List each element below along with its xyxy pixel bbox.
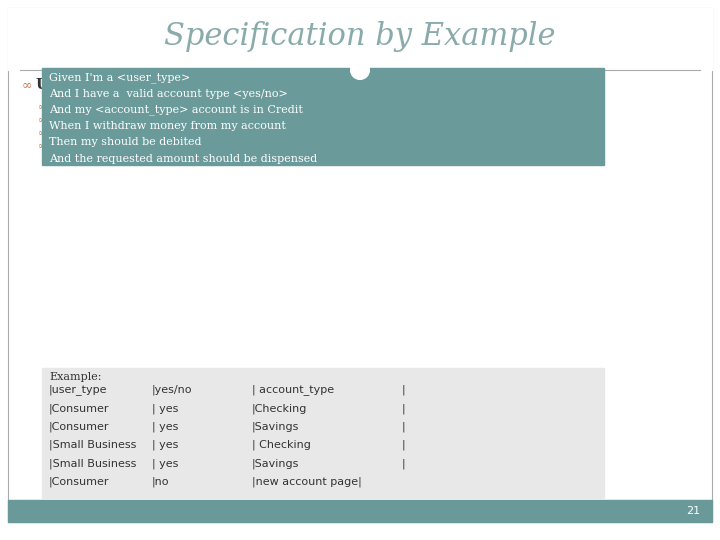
Text: | yes: | yes	[152, 421, 179, 432]
Text: | yes: | yes	[152, 458, 179, 469]
Text: ∞: ∞	[38, 104, 46, 112]
Text: Specification by Example: Specification by Example	[164, 22, 556, 52]
Text: 21: 21	[686, 506, 700, 516]
Text: |Savings: |Savings	[252, 421, 300, 432]
Bar	[42, 68, 604, 165]
Text: |: |	[402, 384, 405, 395]
Text: |Consumer: |Consumer	[49, 421, 109, 432]
Bar	[8, 8, 712, 70]
Text: |Small Business: |Small Business	[49, 440, 136, 450]
Circle shape	[351, 61, 369, 79]
Text: Then my should be debited: Then my should be debited	[49, 137, 202, 147]
Bar	[42, 368, 604, 498]
Text: Parameter names are the Column Headers: Parameter names are the Column Headers	[52, 140, 307, 153]
Text: |: |	[402, 403, 405, 414]
Text: |: |	[402, 440, 405, 450]
Text: | yes: | yes	[152, 403, 179, 414]
Text: ∞: ∞	[38, 117, 46, 125]
Text: |: |	[402, 421, 405, 432]
Text: Use the Pipe character as delimiters for the columns: Use the Pipe character as delimiters for…	[52, 127, 366, 140]
Text: When I withdraw money from my account: When I withdraw money from my account	[49, 121, 286, 131]
Text: And the requested amount should be dispensed: And the requested amount should be dispe…	[49, 153, 318, 164]
Text: ∞: ∞	[22, 78, 32, 91]
Text: | account_type: | account_type	[252, 384, 334, 395]
Text: |Checking: |Checking	[252, 403, 307, 414]
Text: |Consumer: |Consumer	[49, 403, 109, 414]
Text: | yes: | yes	[152, 440, 179, 450]
Text: |: |	[402, 458, 405, 469]
Text: |new account page|: |new account page|	[252, 476, 361, 487]
Text: |yes/no: |yes/no	[152, 384, 192, 395]
Bar	[8, 500, 712, 522]
Text: |Consumer: |Consumer	[49, 476, 109, 487]
Text: |user_type: |user_type	[49, 384, 107, 395]
Text: ∞: ∞	[38, 143, 46, 152]
Text: |Small Business: |Small Business	[49, 458, 136, 469]
Text: |no: |no	[152, 476, 169, 487]
Text: Example tables should be below the Scenario with “Example:” as the header: Example tables should be below the Scena…	[52, 114, 510, 127]
Text: And my <account_type> account is in Credit: And my <account_type> account is in Cred…	[49, 105, 303, 116]
Text: Example:: Example:	[49, 372, 102, 382]
Text: | Checking: | Checking	[252, 440, 311, 450]
Text: ∞: ∞	[38, 130, 46, 138]
Text: And I have a  valid account type <yes/no>: And I have a valid account type <yes/no>	[49, 89, 288, 99]
Text: |Savings: |Savings	[252, 458, 300, 469]
Text: Using Parameters and Example Patterns for Permutations: Using Parameters and Example Patterns fo…	[36, 78, 513, 92]
Text: Given I'm a <user_type>: Given I'm a <user_type>	[49, 72, 190, 83]
Text: Create an Example table with all the Data Permutations: Create an Example table with all the Dat…	[52, 102, 385, 114]
